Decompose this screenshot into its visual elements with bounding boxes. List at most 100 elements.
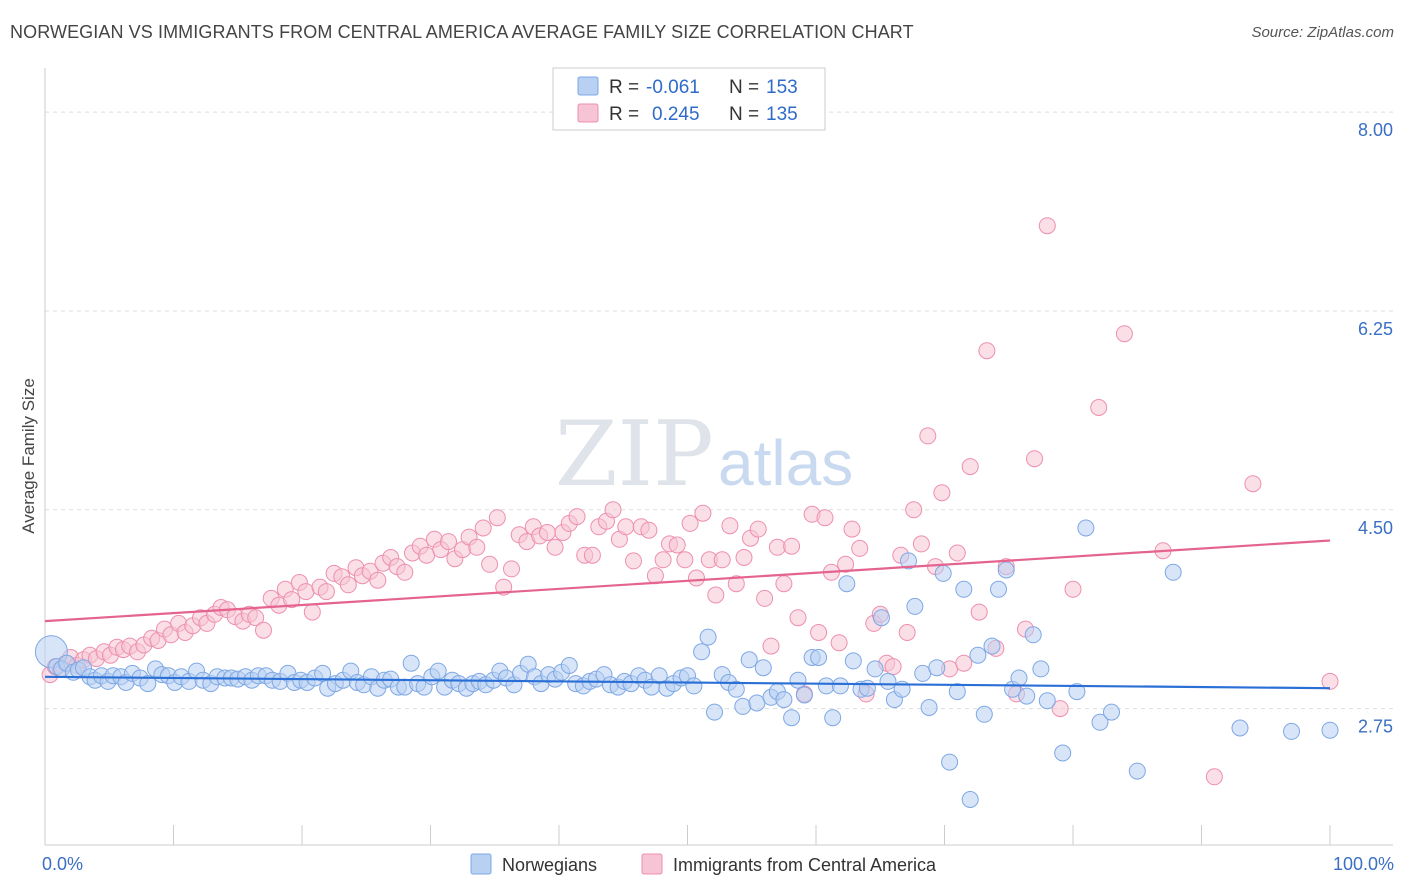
norwegians-point-153 xyxy=(1164,563,1182,581)
immigrants-point-108 xyxy=(789,609,807,627)
immigrants-point-84 xyxy=(625,552,642,570)
immigrants-point-133 xyxy=(961,458,979,476)
legend-n-label-1: N = xyxy=(729,77,759,98)
immigrants-point-38 xyxy=(297,583,315,601)
immigrants-point-122 xyxy=(884,658,902,676)
watermark: ZIP atlas xyxy=(555,402,853,507)
norwegians-point-152 xyxy=(1128,762,1146,780)
immigrants-point-140 xyxy=(1026,450,1043,468)
immigrants-point-124 xyxy=(898,624,916,641)
norwegians-point-111 xyxy=(795,686,813,704)
norwegians-point-127 xyxy=(906,597,924,615)
norwegians-point-149 xyxy=(1077,519,1095,537)
norwegians-point-132 xyxy=(941,753,959,771)
norwegians-point-151 xyxy=(1103,703,1120,721)
norwegians-point-142 xyxy=(1010,669,1028,687)
immigrants-point-131 xyxy=(948,544,966,562)
y-tick-label-0: 2.75 xyxy=(1358,717,1393,737)
legend-swatch-norwegians xyxy=(577,76,599,96)
immigrants-point-143 xyxy=(1064,580,1082,598)
x-tick-label-min: 0.0% xyxy=(42,854,83,874)
x-tick-label-max: 100.0% xyxy=(1333,854,1394,874)
norwegians-point-110 xyxy=(789,671,807,689)
legend-n-value-1: 153 xyxy=(766,77,798,98)
immigrants-point-103 xyxy=(756,589,774,607)
norwegians-point-122 xyxy=(873,609,890,627)
norwegians-point-138 xyxy=(983,637,1001,655)
immigrants-point-31 xyxy=(247,609,265,627)
immigrants-point-52 xyxy=(396,563,414,581)
bottom-legend-swatch-norwegians xyxy=(470,853,492,875)
immigrants-point-99 xyxy=(727,575,745,593)
norwegians-point-16 xyxy=(139,675,157,693)
immigrants-point-94 xyxy=(694,504,712,522)
immigrants-point-48 xyxy=(369,571,387,589)
norwegians-point-121 xyxy=(866,660,884,678)
immigrants-point-58 xyxy=(440,533,457,551)
immigrants-point-44 xyxy=(339,576,357,594)
immigrants-point-96 xyxy=(707,586,725,604)
immigrants-point-116 xyxy=(843,520,861,538)
legend-n-value-2: 135 xyxy=(766,104,798,125)
norwegians-point-58 xyxy=(429,662,447,680)
norwegians-point-155 xyxy=(1283,722,1300,740)
norwegians-point-96 xyxy=(693,643,711,661)
norwegians-point-154 xyxy=(1231,719,1249,737)
bottom-legend-immigrants: Immigrants from Central America xyxy=(673,855,937,875)
watermark-atlas: atlas xyxy=(718,427,853,499)
immigrants-point-114 xyxy=(830,634,848,652)
norwegians-point-131 xyxy=(934,564,952,582)
norwegians-point-135 xyxy=(961,791,979,808)
immigrants-point-81 xyxy=(604,501,622,519)
immigrants-point-106 xyxy=(775,575,793,593)
norwegians-point-137 xyxy=(975,705,993,723)
norwegians-point-128 xyxy=(914,664,932,682)
y-tick-label-1: 4.50 xyxy=(1358,518,1393,538)
immigrants-point-63 xyxy=(474,519,492,537)
norwegians-point-118 xyxy=(844,652,862,670)
immigrants-point-127 xyxy=(919,427,937,445)
legend-n-label-2: N = xyxy=(729,104,759,125)
norwegians-point-140 xyxy=(997,561,1015,579)
immigrants-point-83 xyxy=(617,518,635,536)
immigrants-point-91 xyxy=(676,551,694,569)
immigrants-point-72 xyxy=(538,524,556,541)
norwegians-point-134 xyxy=(955,580,973,598)
norwegians-point-102 xyxy=(734,697,752,715)
norwegians-point-120 xyxy=(858,679,876,697)
norwegians-point-90 xyxy=(650,667,668,685)
legend-swatch-immigrants xyxy=(577,103,599,123)
immigrants-point-97 xyxy=(713,551,731,569)
axes xyxy=(44,68,1393,846)
immigrants-point-141 xyxy=(1038,217,1056,235)
norwegians-point-113 xyxy=(810,649,828,666)
legend-r-label-2: R = xyxy=(609,104,639,125)
norwegians-point-156 xyxy=(1321,721,1339,739)
immigrants-point-132 xyxy=(955,654,973,672)
immigrants-point-41 xyxy=(317,583,335,601)
trend-lines xyxy=(44,539,1331,690)
norwegians-point-133 xyxy=(948,683,966,701)
norwegians-point-103 xyxy=(740,651,758,669)
norwegians-point-117 xyxy=(838,575,856,593)
norwegians-point-104 xyxy=(748,694,766,712)
norwegians-point-145 xyxy=(1032,660,1050,678)
y-tick-label-2: 6.25 xyxy=(1358,319,1393,339)
norwegians-point-130 xyxy=(928,659,946,677)
immigrants-point-102 xyxy=(749,520,767,538)
correlation-legend: R = -0.061 N = 153 R = 0.245 N = 135 xyxy=(552,67,826,131)
norwegians-point-150 xyxy=(1091,713,1109,731)
immigrants-point-147 xyxy=(1205,768,1223,786)
series-legend: Norwegians Immigrants from Central Ameri… xyxy=(470,853,937,875)
norwegians-point-114 xyxy=(817,677,835,695)
y-axis-title: Average Family Size xyxy=(19,378,38,534)
y-tick-labels: 2.75 4.50 6.25 8.00 xyxy=(1358,120,1393,737)
source-label: Source: ZipAtlas.com xyxy=(1251,24,1394,41)
immigrants-point-65 xyxy=(488,509,506,527)
immigrants-point-36 xyxy=(283,591,301,609)
immigrants-point-86 xyxy=(640,521,658,539)
immigrants-point-111 xyxy=(810,624,828,641)
immigrants-point-67 xyxy=(503,560,520,578)
immigrants-trend-line xyxy=(44,539,1331,623)
immigrants-point-104 xyxy=(762,637,780,655)
